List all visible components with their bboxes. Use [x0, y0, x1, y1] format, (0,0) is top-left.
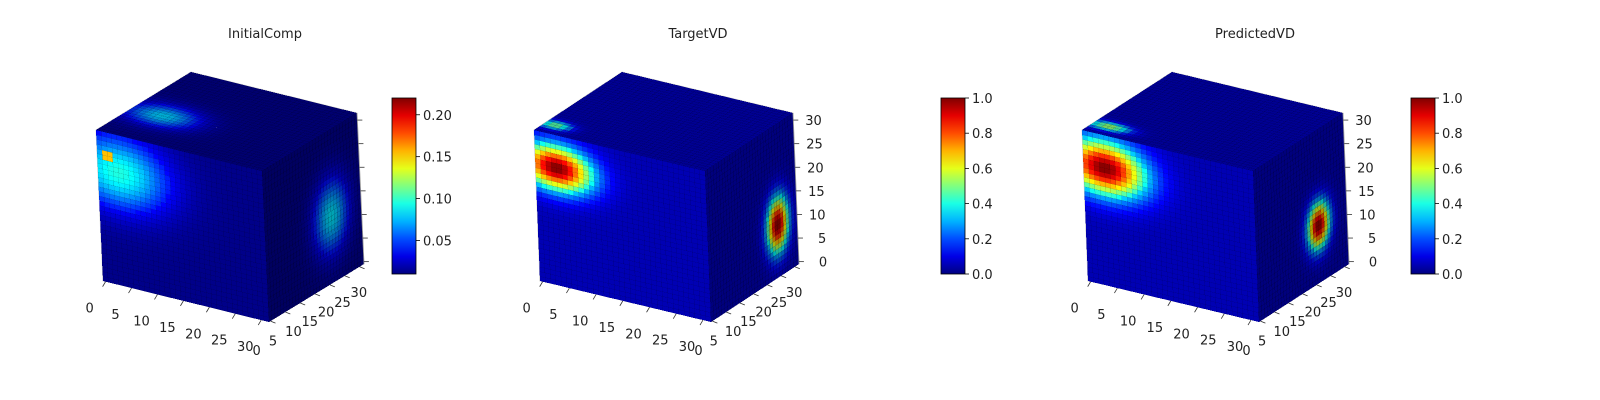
chart-title: InitialComp [228, 27, 302, 42]
y-tick-mark [329, 284, 336, 288]
y-tick-mark [314, 293, 321, 297]
colorbar-tick-label: 0.15 [423, 151, 452, 166]
y-tick-label: 25 [334, 296, 351, 311]
y-tick-label: 15 [302, 315, 319, 330]
x-tick-label: 15 [159, 321, 176, 336]
x-tick-mark [231, 313, 236, 319]
colorbar-tick-label: 0.05 [423, 234, 452, 249]
y-tick-mark [270, 320, 276, 324]
colorbar [391, 97, 417, 275]
x-tick-mark [206, 307, 210, 313]
colorbar-tick-label: 0.10 [423, 193, 452, 208]
x-tick-mark [154, 294, 158, 300]
y-tick-mark [300, 302, 306, 306]
y-tick-label: 10 [285, 325, 302, 340]
y-tick-label: 0 [252, 344, 260, 359]
x-tick-label: 30 [237, 340, 254, 355]
x-tick-label: 5 [111, 308, 119, 323]
y-tick-label: 20 [318, 305, 335, 320]
x-tick-mark [128, 287, 132, 294]
x-tick-mark [257, 319, 262, 326]
x-tick-mark [180, 300, 184, 307]
y-tick-mark [359, 266, 365, 270]
y-tick-mark [344, 275, 350, 279]
x-tick-label: 0 [85, 302, 93, 317]
y-tick-mark [285, 311, 291, 315]
x-tick-label: 25 [211, 334, 228, 349]
chart-title: TargetVD [667, 27, 727, 42]
voxel-faces [533, 71, 800, 323]
voxel-faces [95, 71, 365, 323]
y-tick-label: 30 [351, 286, 368, 301]
x-tick-label: 20 [185, 327, 202, 342]
x-tick-mark [102, 281, 106, 287]
y-tick-label: 5 [269, 334, 277, 349]
x-tick-label: 10 [133, 314, 150, 329]
colorbar-tick-label: 0.20 [423, 109, 452, 124]
